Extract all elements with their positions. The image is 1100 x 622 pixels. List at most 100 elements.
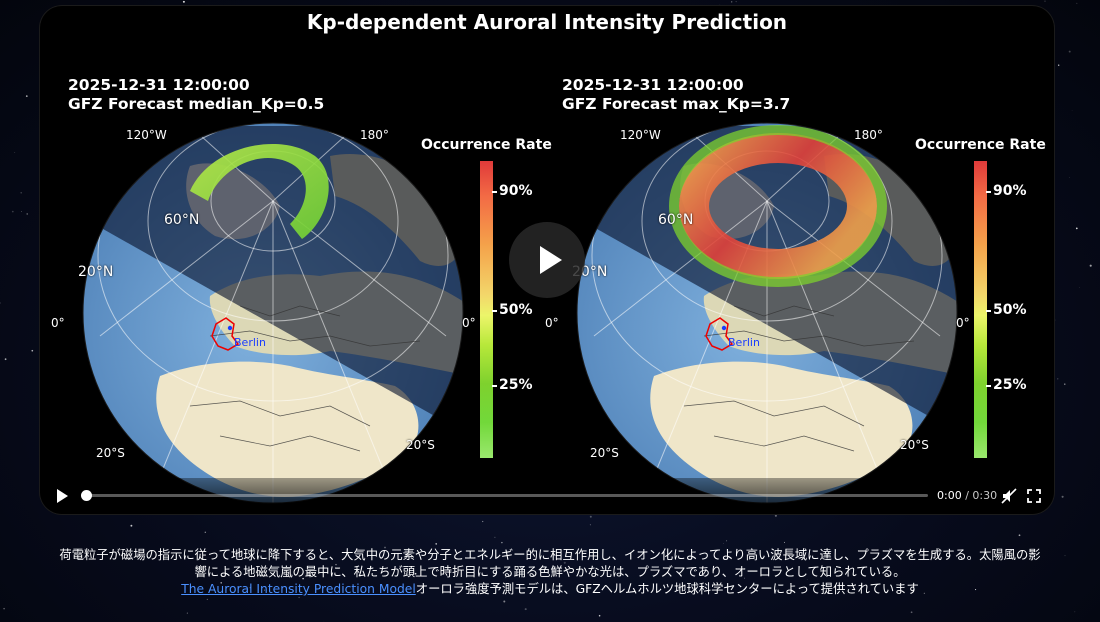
star — [482, 520, 484, 523]
star — [335, 563, 337, 566]
fullscreen-icon[interactable] — [1025, 487, 1043, 505]
star — [25, 95, 28, 97]
label-left-120w: 120°W — [126, 128, 167, 142]
star — [731, 1, 733, 3]
star — [530, 5, 531, 7]
video-title: Kp-dependent Auroral Intensity Predictio… — [306, 10, 788, 34]
star — [503, 600, 506, 603]
star — [589, 515, 592, 518]
star — [1068, 50, 1071, 53]
star — [725, 540, 727, 542]
colorbar-right — [974, 161, 987, 458]
star — [204, 531, 206, 533]
star — [707, 583, 709, 585]
duration: 0:30 — [972, 489, 998, 502]
star — [910, 611, 913, 614]
caption-line-3: The Auroral Intensity Prediction Modelオー… — [0, 581, 1100, 598]
star — [524, 608, 527, 611]
volume-muted-icon[interactable] — [1000, 487, 1018, 505]
panel-left-header: 2025-12-31 12:00:00 GFZ Forecast median_… — [68, 76, 324, 114]
star — [1044, 0, 1046, 2]
star — [1075, 227, 1078, 230]
caption-line-2: 響による地磁気嵐の最中に、私たちが頭上で時折目にする踊る色鮮やかな光は、プラズマ… — [194, 565, 906, 579]
star — [4, 358, 7, 361]
label-right-120w: 120°W — [620, 128, 661, 142]
star — [414, 572, 417, 575]
colorbar-right-title: Occurrence Rate — [915, 137, 1046, 153]
label-right-0-west: 0° — [545, 316, 559, 330]
label-right-180: 180° — [854, 128, 883, 142]
star — [598, 614, 601, 617]
play-overlay-icon[interactable] — [509, 222, 585, 298]
star — [1069, 177, 1070, 178]
star — [249, 587, 251, 589]
star — [84, 547, 86, 549]
star — [923, 592, 925, 594]
description-caption: 荷電粒子が磁場の指示に従って地球に降下すると、大気中の元素や分子とエネルギー的に… — [0, 547, 1100, 598]
time-separator: / — [961, 489, 973, 502]
star — [1057, 378, 1059, 380]
star — [220, 582, 222, 584]
progress-scrubber[interactable] — [81, 490, 92, 501]
panel-left-timestamp: 2025-12-31 12:00:00 — [68, 76, 250, 94]
star — [934, 551, 937, 554]
star — [384, 546, 386, 549]
star — [186, 612, 188, 614]
label-right-20s-west: 20°S — [590, 446, 619, 460]
star — [206, 598, 208, 600]
star — [501, 541, 503, 544]
panel-right-forecast: GFZ Forecast max_Kp=3.7 — [562, 95, 791, 113]
star — [1074, 611, 1076, 613]
play-icon[interactable] — [56, 489, 70, 503]
star — [1064, 383, 1066, 385]
star — [1061, 495, 1064, 498]
star — [3, 607, 5, 610]
auroral-model-link[interactable]: The Auroral Intensity Prediction Model — [181, 582, 416, 596]
colorbar-left-tick-90: 90% — [492, 183, 533, 199]
colorbar-right-tick-90: 90% — [986, 183, 1027, 199]
star — [20, 191, 22, 194]
star — [504, 576, 507, 579]
colorbar-left-tick-25: 25% — [492, 377, 533, 393]
star — [1076, 2, 1078, 4]
label-left-0-east: 0° — [462, 316, 476, 330]
label-left-20s-west: 20°S — [96, 446, 125, 460]
star — [1071, 110, 1073, 111]
progress-bar[interactable] — [84, 494, 928, 497]
video-player[interactable]: Kp-dependent Auroral Intensity Predictio… — [40, 6, 1054, 514]
star — [722, 543, 724, 544]
label-right-20s-east: 20°S — [900, 438, 929, 452]
star — [1064, 555, 1066, 557]
city-label-right-berlin: Berlin — [728, 336, 760, 349]
star — [744, 577, 745, 579]
label-left-20n: 20°N — [78, 264, 114, 280]
time-display: 0:00 / 0:30 — [937, 489, 997, 502]
star — [1018, 534, 1021, 537]
star — [130, 524, 133, 527]
star — [494, 536, 496, 539]
star — [31, 349, 34, 352]
star — [14, 152, 16, 153]
globe-right — [576, 122, 958, 504]
label-right-0-east: 0° — [956, 316, 970, 330]
label-left-180: 180° — [360, 128, 389, 142]
star — [435, 543, 438, 545]
star — [302, 577, 304, 580]
star — [1089, 264, 1092, 267]
star — [261, 549, 264, 551]
star — [774, 514, 777, 517]
panel-right-timestamp: 2025-12-31 12:00:00 — [562, 76, 744, 94]
star — [1058, 64, 1060, 66]
colorbar-right-tick-50: 50% — [986, 302, 1027, 318]
star — [783, 541, 786, 543]
star — [563, 561, 566, 564]
star — [26, 213, 28, 215]
caption-credit-text: オーロラ強度予測モデルは、GFZヘルムホルツ地球科学センターによって提供されてい… — [415, 582, 919, 596]
globe-left — [82, 122, 464, 504]
star — [735, 1, 737, 3]
city-label-left-berlin: Berlin — [234, 336, 266, 349]
star — [264, 589, 265, 591]
star — [298, 596, 300, 599]
label-left-20s-east: 20°S — [406, 438, 435, 452]
label-left-60n: 60°N — [164, 212, 200, 228]
